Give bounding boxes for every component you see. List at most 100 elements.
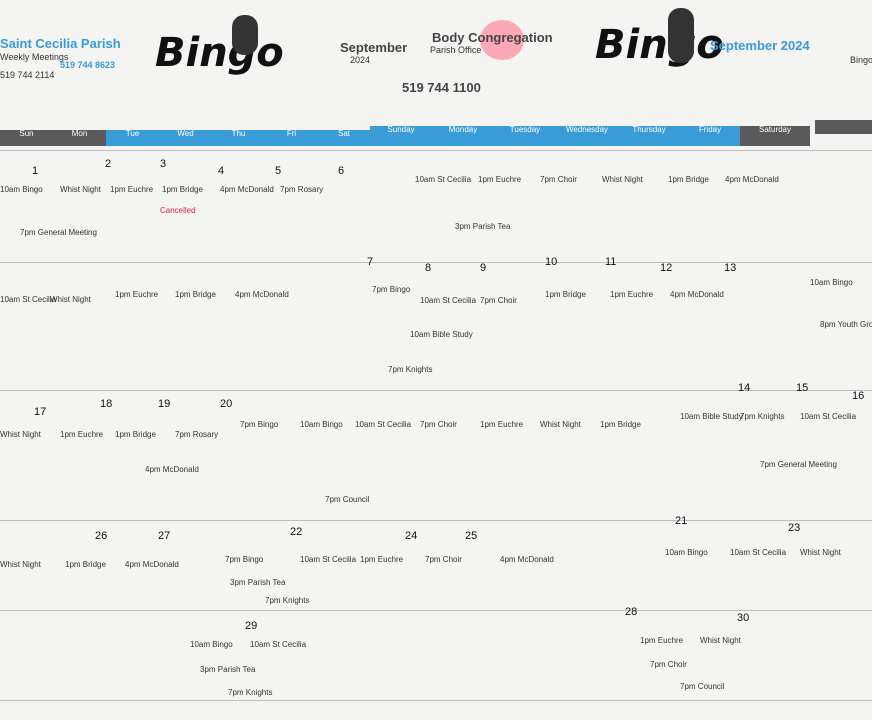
mid-center-phone: 519 744 1100 [402, 80, 481, 95]
grid-line [0, 610, 872, 611]
event: 1pm Euchre [640, 636, 684, 645]
day-number: 9 [480, 262, 487, 274]
event: 4pm McDonald [235, 290, 289, 299]
event: 7pm Knights [265, 596, 310, 605]
left-fax: 519 744 8623 [60, 60, 116, 70]
weekday-right-1: Monday [448, 125, 478, 134]
day-number: 5 [275, 165, 282, 177]
event: 10am Bible Study [680, 412, 743, 421]
event: 7pm Choir [425, 555, 462, 564]
day-number: 2 [105, 158, 112, 170]
event: 1pm Euchre [115, 290, 159, 299]
event: 3pm Parish Tea [230, 578, 286, 587]
event: 7pm Knights [740, 412, 785, 421]
event: Whist Night [540, 420, 581, 429]
weekday-right-3: Wednesday [565, 125, 609, 134]
event: 10am St Cecilia [250, 640, 307, 649]
event: 10am St Cecilia [415, 175, 472, 184]
day-number: 18 [100, 398, 113, 410]
mid-left-year: 2024 [350, 55, 371, 65]
day-number: 30 [737, 612, 750, 624]
weekday-right-0: Sunday [387, 125, 415, 134]
event: 10am Bingo [810, 278, 853, 287]
event: Whist Night [50, 295, 91, 304]
event: 4pm McDonald [220, 185, 274, 194]
event: 8pm Youth Group [820, 320, 872, 329]
event: 10am Bingo [190, 640, 233, 649]
weekday-left-6: Sat [337, 129, 350, 138]
day-number: 4 [218, 165, 225, 177]
day-number: 8 [425, 262, 432, 274]
event: 7pm Rosary [175, 430, 219, 439]
event: 10am St Cecilia [420, 296, 477, 305]
day-number: 19 [158, 398, 171, 410]
event: 4pm McDonald [145, 465, 199, 474]
event: 7pm Choir [650, 660, 687, 669]
event: 7pm General Meeting [760, 460, 837, 469]
day-number: 7 [367, 256, 374, 268]
mid-center-sub: Parish Office [430, 45, 482, 55]
event: 4pm McDonald [500, 555, 554, 564]
event: 7pm Choir [420, 420, 457, 429]
grid-line [0, 150, 872, 151]
event: 1pm Euchre [360, 555, 404, 564]
grid-line [0, 700, 872, 701]
event-cancelled: Cancelled [160, 206, 196, 215]
weekday-bar-right: Sunday Monday Tuesday Wednesday Thursday… [370, 126, 810, 146]
day-number: 24 [405, 530, 418, 542]
weekday-bar-left: Sun Mon Tue Wed Thu Fri Sat [0, 130, 370, 146]
event: 1pm Euchre [610, 290, 654, 299]
event: 10am St Cecilia [800, 412, 857, 421]
grid-line [0, 262, 872, 263]
logo-left-mascot-icon [232, 15, 258, 55]
day-number: 11 [605, 256, 617, 268]
mid-left-title: September [340, 40, 408, 55]
event: Whist Night [0, 430, 41, 439]
logo-left: Bingo [155, 30, 284, 76]
event: 7pm General Meeting [20, 228, 97, 237]
event: Whist Night [0, 560, 41, 569]
weekday-bar-edge [815, 120, 872, 134]
event: 1pm Bridge [162, 185, 203, 194]
event: 7pm Choir [540, 175, 577, 184]
day-number: 1 [32, 165, 39, 177]
day-number: 6 [338, 165, 345, 177]
day-number: 22 [290, 526, 303, 538]
day-number: 16 [852, 390, 865, 402]
event: 1pm Bridge [668, 175, 709, 184]
mid-center-name: Body Congregation [432, 30, 553, 45]
event: 1pm Euchre [110, 185, 154, 194]
weekday-left-1: Mon [53, 130, 106, 146]
event: 7pm Council [680, 682, 725, 691]
weekday-left-0: Sun [0, 130, 53, 146]
event: 3pm Parish Tea [200, 665, 256, 674]
event: 10am Bingo [665, 548, 708, 557]
event: 1pm Euchre [478, 175, 522, 184]
event: Whist Night [700, 636, 741, 645]
event: 10am St Cecilia [0, 295, 57, 304]
event: 7pm Knights [388, 365, 433, 374]
event: 1pm Bridge [600, 420, 641, 429]
event: 10am Bingo [0, 185, 43, 194]
weekday-right-2: Tuesday [509, 125, 541, 134]
right-title: September 2024 [710, 38, 810, 53]
left-title: Saint Cecilia Parish [0, 36, 121, 51]
grid-line [0, 520, 872, 521]
event: 10am St Cecilia [355, 420, 412, 429]
event: 1pm Euchre [480, 420, 524, 429]
day-number: 13 [724, 262, 737, 274]
right-sub: Bingo Hall [850, 55, 872, 65]
weekday-left-5: Fri [286, 129, 297, 138]
day-number: 26 [95, 530, 108, 542]
day-number: 23 [788, 522, 801, 534]
event: 1pm Bridge [115, 430, 156, 439]
event: 10am St Cecilia [300, 555, 357, 564]
event: 7pm Bingo [240, 420, 279, 429]
day-number: 15 [796, 382, 809, 394]
event: 1pm Bridge [65, 560, 106, 569]
event: 4pm McDonald [670, 290, 724, 299]
event: 1pm Euchre [60, 430, 104, 439]
weekday-left-3: Wed [177, 129, 194, 138]
day-number: 21 [675, 515, 688, 527]
event: 4pm McDonald [125, 560, 179, 569]
